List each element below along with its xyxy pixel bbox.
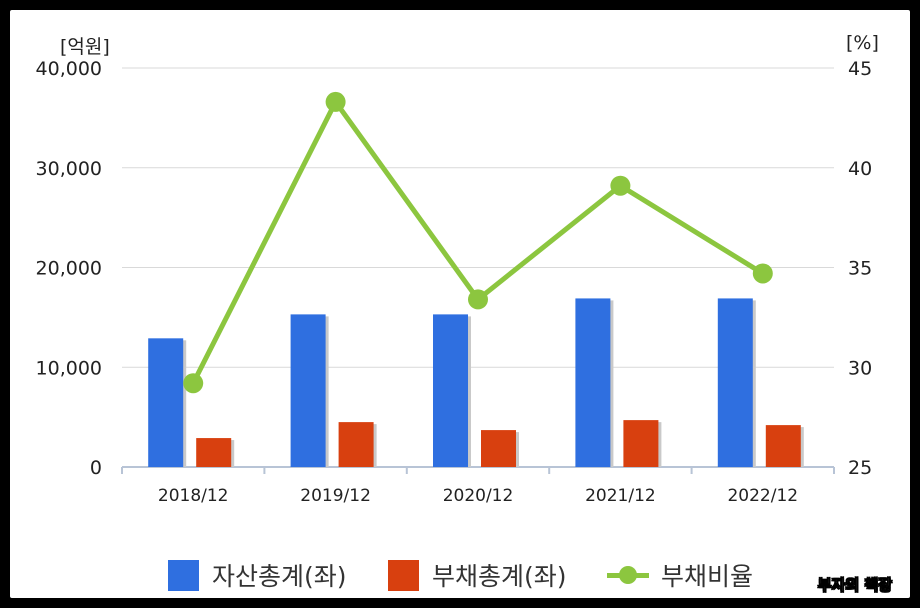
right-tick-label: 35	[848, 258, 872, 280]
bar-assets	[575, 298, 611, 467]
ratio-point	[610, 175, 631, 196]
ratio-point	[752, 263, 773, 284]
ratio-line	[190, 99, 765, 385]
right-tick-label: 25	[848, 457, 872, 479]
x-tick-label: 2022/12	[727, 486, 798, 506]
legend-swatch-assets	[168, 559, 199, 591]
right-tick-label: 40	[848, 158, 872, 180]
bar-assets	[290, 314, 326, 467]
legend-label-assets: 자산총계(좌)	[212, 562, 347, 591]
right-tick-label: 45	[848, 58, 872, 80]
bar-assets	[717, 298, 753, 467]
bar-liabilities	[481, 430, 516, 467]
legend-item-ratio: 부채비율	[607, 555, 753, 595]
legend-item-assets: 자산총계(좌)	[168, 555, 347, 595]
bar-liabilities	[765, 425, 801, 467]
bar-assets	[433, 314, 468, 467]
combo-chart: 0 10,000 20,000 30,000 40,000 25 30 35 40 45 2018/…	[36, 58, 873, 506]
ratio-point	[468, 289, 488, 310]
ratio-point	[183, 373, 204, 394]
legend-label-ratio: 부채비율	[661, 562, 754, 591]
bar-liabilities	[623, 420, 659, 467]
bar-liabilities	[338, 422, 374, 467]
legend-label-liabilities: 부채총계(좌)	[432, 562, 567, 591]
legend-item-liabilities: 부채총계(좌)	[388, 555, 567, 595]
left-tick-label: 30,000	[36, 158, 102, 180]
x-tick-label: 2019/12	[300, 486, 371, 506]
x-tick-label: 2020/12	[443, 486, 514, 506]
left-tick-label: 10,000	[36, 357, 102, 379]
ratio-point	[325, 91, 346, 112]
bar-assets	[148, 338, 184, 467]
x-tick-label: 2021/12	[585, 486, 656, 506]
right-axis-unit-label: [%]	[846, 32, 879, 54]
bar-liabilities	[196, 438, 232, 467]
right-tick-label: 30	[848, 357, 872, 379]
left-tick-label: 20,000	[36, 258, 102, 280]
legend: 자산총계(좌) 부채총계(좌) 부채비율	[10, 555, 910, 595]
left-axis-unit-label: [억원]	[60, 36, 110, 58]
watermark: 부자의 책장	[817, 576, 892, 595]
legend-swatch-liabilities	[388, 559, 419, 591]
left-tick-label: 40,000	[36, 58, 102, 80]
x-tick-label: 2018/12	[158, 486, 229, 506]
legend-marker-ratio	[607, 560, 649, 591]
chart-panel: [억원] [%] 0 10,000 20,000 30,000 40,000 25 30 35…	[10, 10, 910, 598]
left-tick-label: 0	[90, 457, 102, 479]
